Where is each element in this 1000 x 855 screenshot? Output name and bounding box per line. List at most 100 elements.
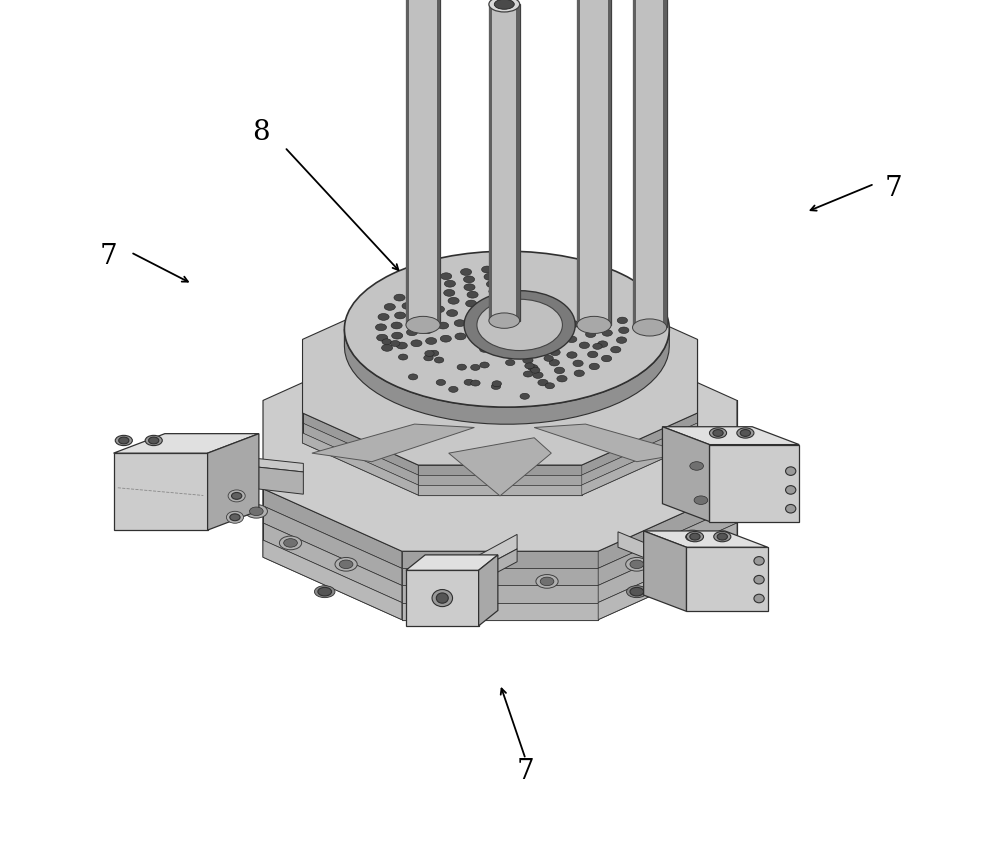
Ellipse shape: [754, 557, 764, 565]
Ellipse shape: [486, 345, 496, 351]
Ellipse shape: [686, 533, 699, 541]
Polygon shape: [618, 532, 686, 575]
Ellipse shape: [424, 315, 436, 322]
Ellipse shape: [476, 594, 490, 603]
Ellipse shape: [427, 298, 438, 304]
Ellipse shape: [427, 286, 438, 293]
Ellipse shape: [686, 459, 708, 473]
Ellipse shape: [626, 557, 648, 571]
Ellipse shape: [396, 342, 407, 349]
Polygon shape: [633, 0, 667, 327]
Ellipse shape: [523, 357, 533, 363]
Polygon shape: [406, 555, 498, 570]
Ellipse shape: [408, 374, 418, 380]
Polygon shape: [418, 485, 582, 495]
Ellipse shape: [284, 539, 297, 547]
Polygon shape: [633, 0, 636, 327]
Ellipse shape: [466, 300, 477, 307]
Ellipse shape: [611, 346, 621, 353]
Polygon shape: [598, 489, 737, 569]
Ellipse shape: [489, 313, 520, 328]
Ellipse shape: [391, 340, 400, 346]
Ellipse shape: [569, 321, 579, 327]
Polygon shape: [406, 570, 479, 626]
Polygon shape: [402, 569, 598, 586]
Ellipse shape: [392, 333, 403, 339]
Polygon shape: [534, 424, 688, 462]
Polygon shape: [402, 551, 598, 620]
Polygon shape: [263, 489, 402, 569]
Ellipse shape: [391, 322, 402, 329]
Polygon shape: [598, 523, 737, 603]
Ellipse shape: [538, 380, 548, 386]
Ellipse shape: [444, 290, 455, 297]
Ellipse shape: [489, 288, 500, 295]
Polygon shape: [598, 540, 737, 620]
Ellipse shape: [339, 560, 353, 569]
Ellipse shape: [630, 560, 644, 569]
Ellipse shape: [585, 320, 595, 326]
Ellipse shape: [406, 316, 440, 333]
Ellipse shape: [619, 327, 629, 333]
Polygon shape: [598, 506, 737, 586]
Ellipse shape: [415, 307, 426, 314]
Polygon shape: [303, 413, 418, 495]
Ellipse shape: [495, 349, 504, 355]
Ellipse shape: [786, 504, 796, 513]
Polygon shape: [402, 551, 598, 569]
Ellipse shape: [601, 356, 612, 362]
Ellipse shape: [433, 306, 445, 313]
Ellipse shape: [536, 575, 558, 588]
Ellipse shape: [589, 363, 599, 369]
Ellipse shape: [601, 318, 611, 325]
Ellipse shape: [314, 586, 335, 598]
Ellipse shape: [681, 530, 703, 544]
Ellipse shape: [690, 534, 700, 540]
Polygon shape: [598, 489, 737, 620]
Ellipse shape: [395, 312, 406, 319]
Ellipse shape: [533, 372, 543, 379]
Polygon shape: [263, 506, 402, 586]
Ellipse shape: [553, 322, 563, 328]
Ellipse shape: [549, 359, 559, 366]
Ellipse shape: [382, 345, 393, 351]
Ellipse shape: [520, 393, 529, 399]
Ellipse shape: [574, 370, 584, 376]
Ellipse shape: [567, 351, 577, 358]
Polygon shape: [303, 413, 418, 475]
Polygon shape: [582, 423, 697, 485]
Ellipse shape: [149, 437, 159, 444]
Polygon shape: [263, 489, 402, 620]
Ellipse shape: [454, 320, 465, 327]
Ellipse shape: [717, 534, 727, 540]
Polygon shape: [449, 438, 551, 496]
Ellipse shape: [690, 493, 712, 507]
Ellipse shape: [492, 380, 501, 386]
Ellipse shape: [382, 339, 391, 345]
Polygon shape: [437, 0, 440, 325]
Ellipse shape: [438, 322, 449, 329]
Ellipse shape: [422, 327, 433, 333]
Ellipse shape: [469, 309, 480, 315]
Ellipse shape: [491, 384, 501, 390]
Ellipse shape: [597, 341, 608, 347]
Ellipse shape: [709, 428, 727, 438]
Ellipse shape: [441, 273, 452, 280]
Polygon shape: [263, 523, 402, 603]
Polygon shape: [709, 445, 799, 522]
Ellipse shape: [633, 319, 667, 336]
Ellipse shape: [411, 339, 422, 346]
Ellipse shape: [471, 364, 480, 370]
Ellipse shape: [378, 314, 389, 321]
Ellipse shape: [548, 340, 558, 346]
Ellipse shape: [425, 351, 434, 357]
Polygon shape: [208, 462, 303, 494]
Ellipse shape: [406, 329, 418, 336]
Ellipse shape: [145, 435, 162, 445]
Polygon shape: [114, 433, 259, 453]
Ellipse shape: [232, 492, 242, 499]
Ellipse shape: [567, 336, 577, 343]
Ellipse shape: [484, 274, 495, 280]
Ellipse shape: [546, 339, 556, 345]
Ellipse shape: [434, 357, 444, 363]
